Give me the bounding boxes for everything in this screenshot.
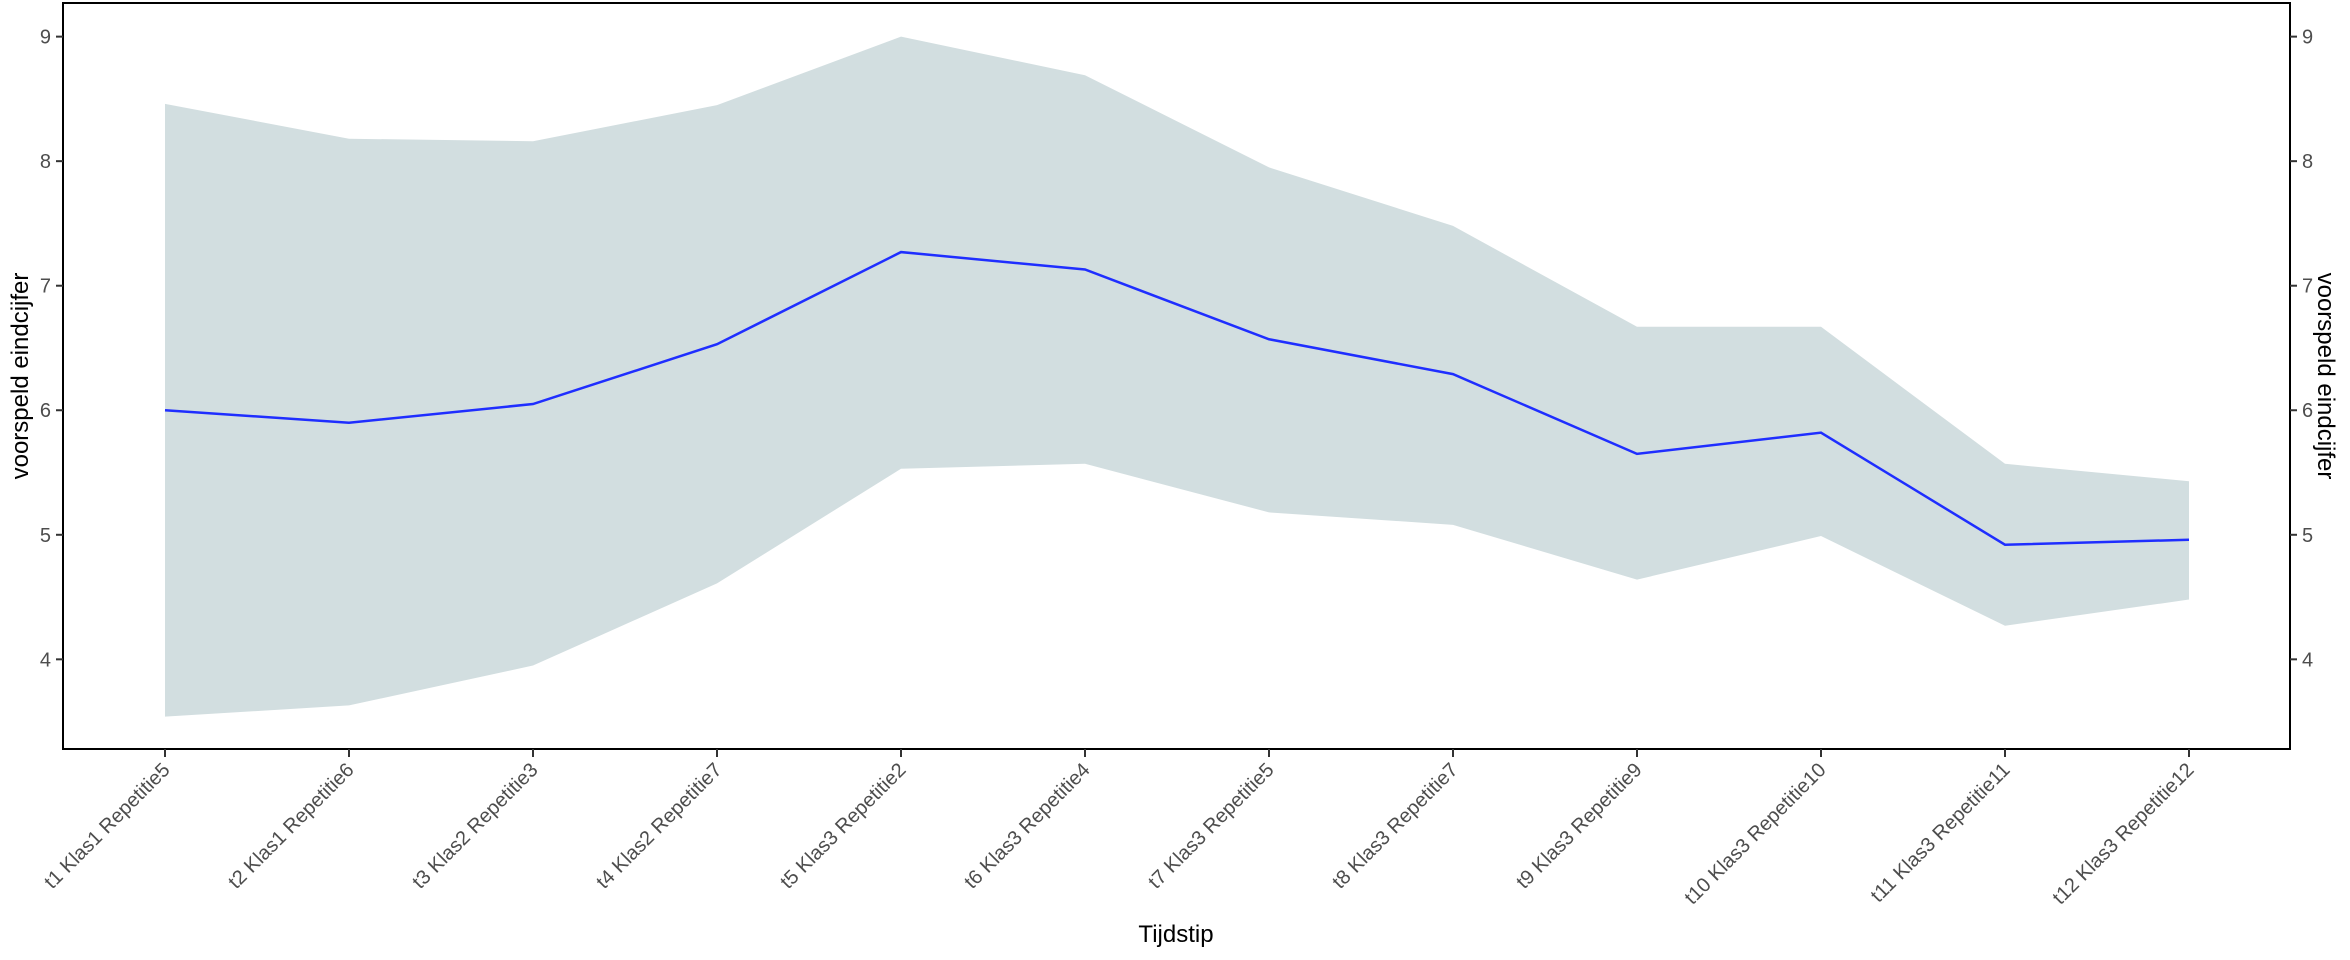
y-tick-label-right: 5 (2302, 525, 2313, 547)
x-tick-label: t11 Klas3 Repetitie11 (1867, 759, 2015, 907)
x-tick-label: t12 Klas3 Repetitie12 (2049, 759, 2199, 909)
x-tick-label: t9 Klas3 Repetitie9 (1512, 759, 1646, 893)
x-tick-label: t2 Klas1 Repetitie6 (224, 759, 358, 893)
plot-frame (62, 2, 2291, 750)
y-tick-label-right: 6 (2302, 400, 2313, 422)
x-tick-label: t7 Klas3 Repetitie5 (1144, 759, 1278, 893)
x-tick-label: t4 Klas2 Repetitie7 (592, 759, 726, 893)
y-tick-label-right: 9 (2302, 27, 2313, 49)
y-tick-label-right: 7 (2302, 276, 2313, 298)
y-tick-label-left: 6 (40, 400, 51, 422)
x-tick-label: t8 Klas3 Repetitie7 (1328, 759, 1462, 893)
y-tick-label-left: 4 (40, 649, 51, 671)
x-tick-label: t6 Klas3 Repetitie4 (960, 759, 1094, 893)
y-tick-label-left: 8 (40, 151, 51, 173)
y-tick-label-left: 5 (40, 525, 51, 547)
y-axis-title-right: voorspeld eindcijfer (2312, 273, 2339, 480)
x-tick-label: t5 Klas3 Repetitie2 (776, 759, 910, 893)
y-axis-title-left: voorspeld eindcijfer (7, 273, 34, 480)
x-axis-title: Tijdstip (1138, 921, 1213, 948)
y-tick-label-right: 4 (2302, 649, 2313, 671)
x-tick-label: t1 Klas1 Repetitie5 (40, 759, 174, 893)
confidence-band (165, 36, 2189, 717)
y-tick-label-right: 8 (2302, 151, 2313, 173)
y-tick-label-left: 7 (40, 276, 51, 298)
y-tick-label-left: 9 (40, 27, 51, 49)
x-tick-label: t10 Klas3 Repetitie10 (1681, 759, 1831, 909)
x-tick-label: t3 Klas2 Repetitie3 (408, 759, 542, 893)
series-line (164, 250, 2190, 547)
